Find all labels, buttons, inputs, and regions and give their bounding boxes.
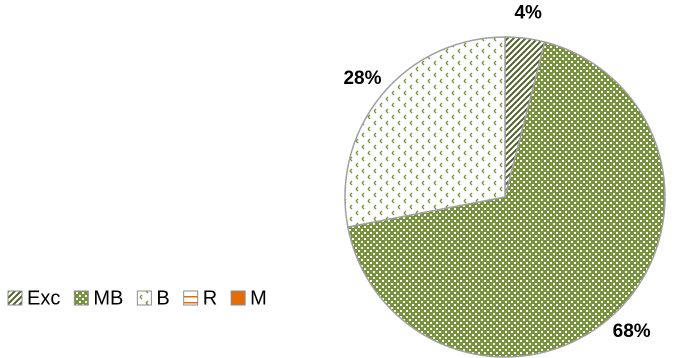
- legend-label: Exc: [27, 287, 60, 309]
- legend-label: M: [250, 287, 267, 309]
- legend-label: MB: [93, 287, 123, 309]
- legend-swatch: [73, 290, 89, 306]
- legend-swatch: [183, 290, 199, 306]
- legend-swatch: [230, 290, 246, 306]
- legend-label: B: [156, 287, 169, 309]
- pie-slice: [344, 36, 506, 228]
- data-label: 4%: [514, 2, 542, 23]
- legend-label: R: [203, 287, 217, 309]
- legend-swatch: [7, 290, 23, 306]
- data-label: 68%: [613, 321, 651, 342]
- pie-slice: [346, 41, 666, 358]
- legend-swatch: [136, 290, 152, 306]
- data-label: 28%: [343, 68, 381, 89]
